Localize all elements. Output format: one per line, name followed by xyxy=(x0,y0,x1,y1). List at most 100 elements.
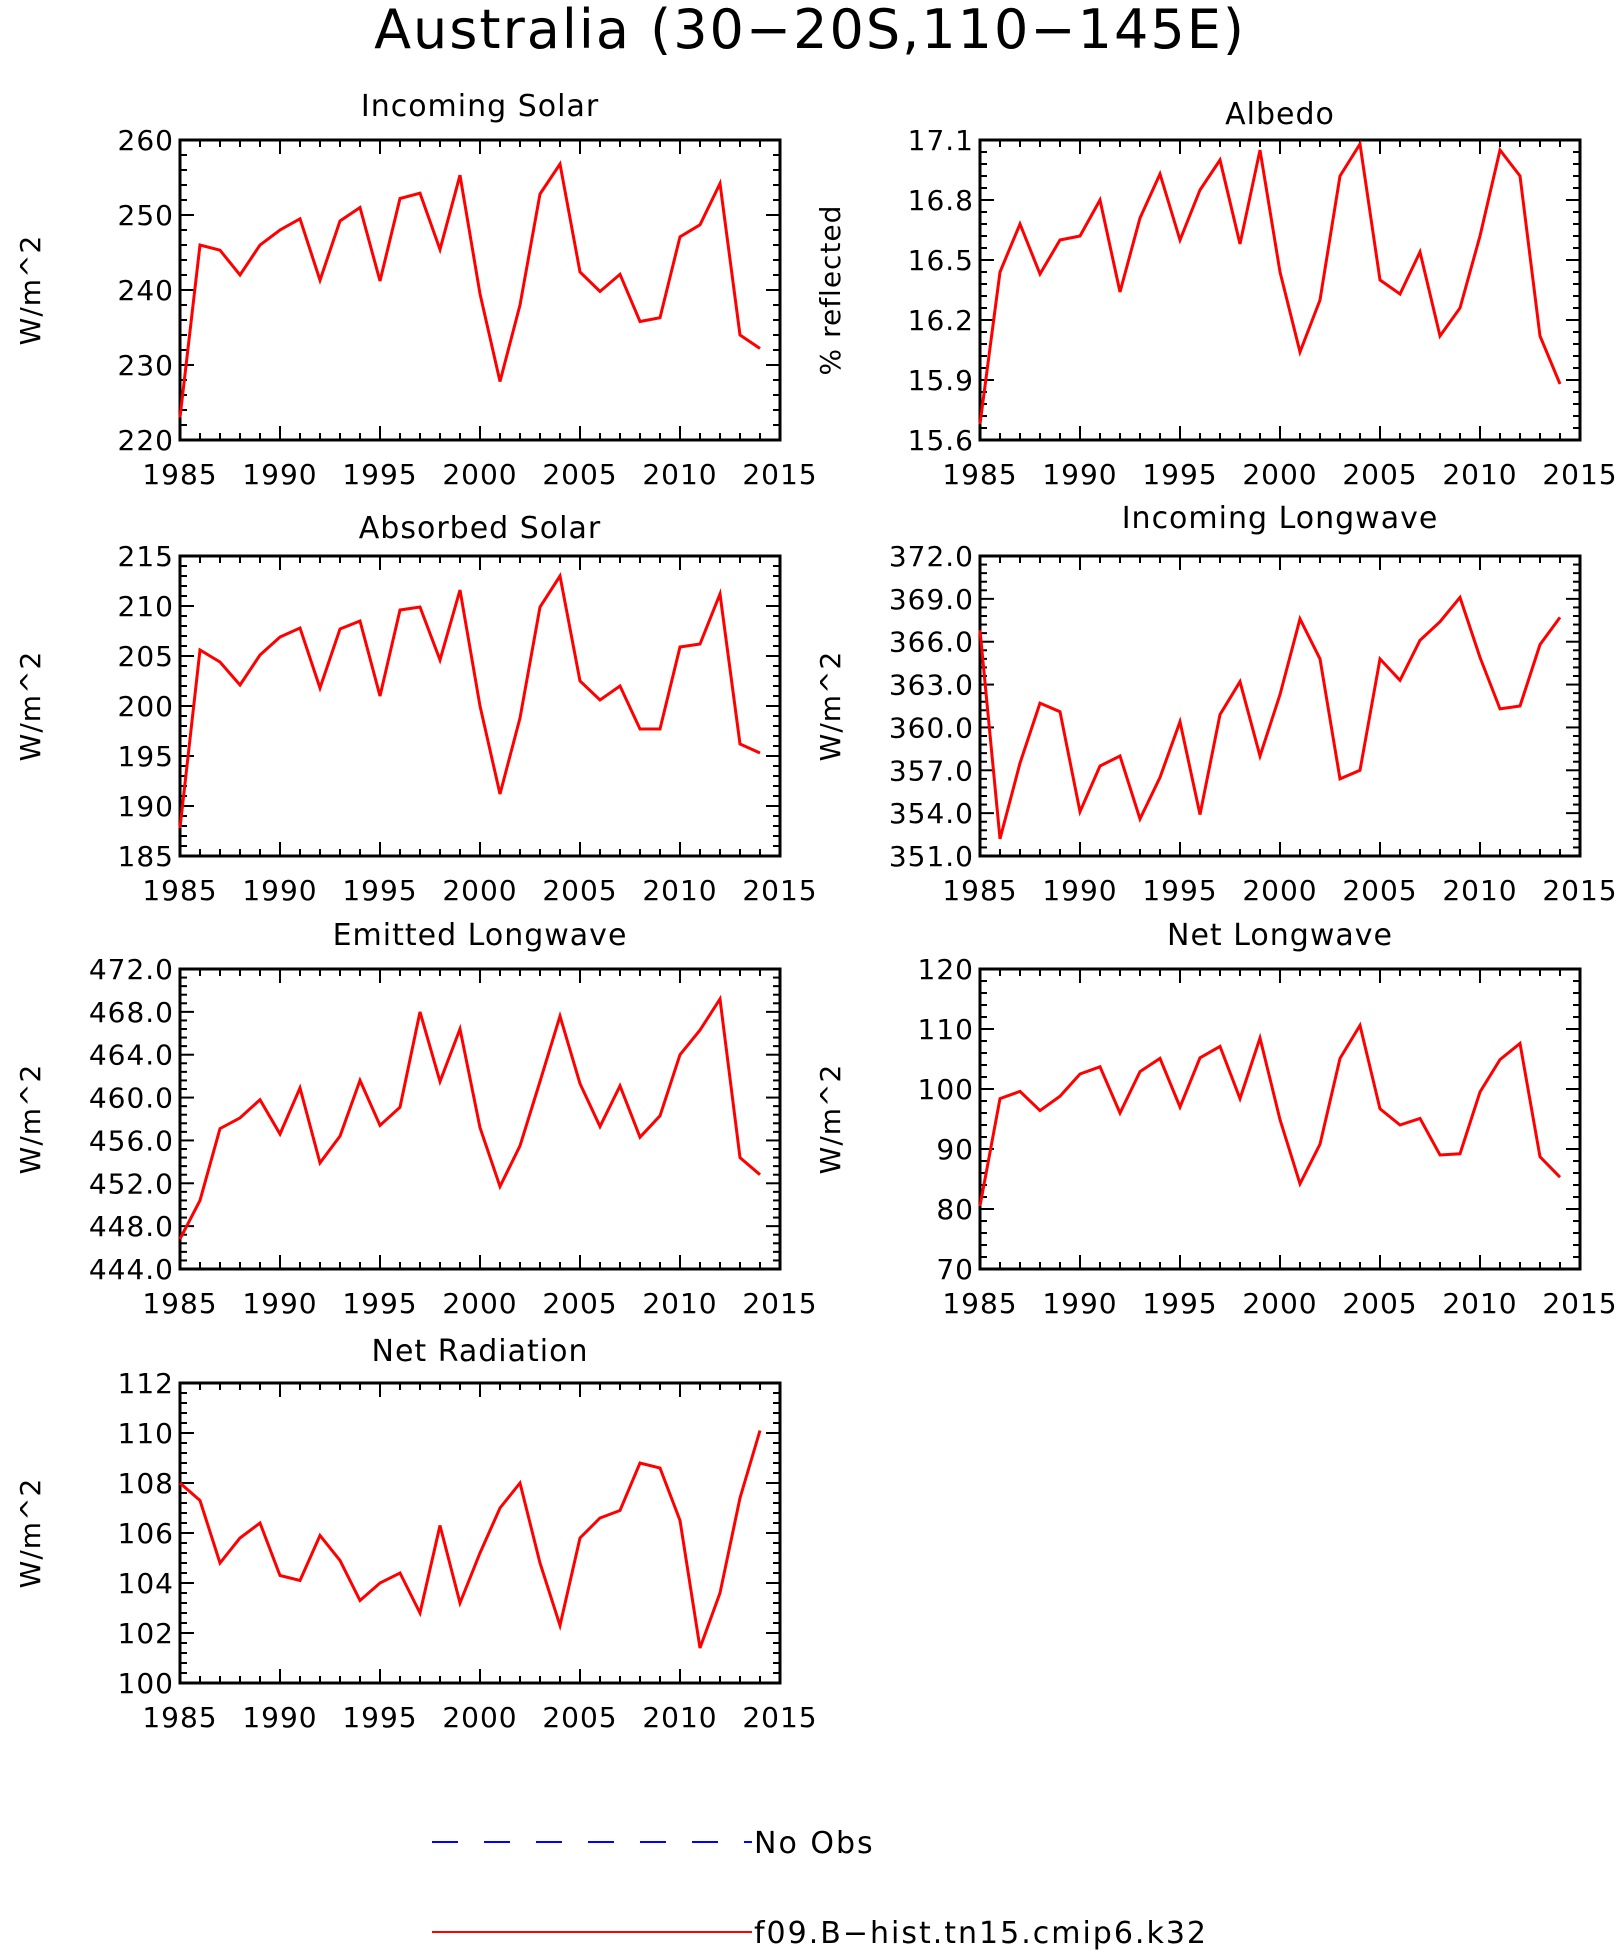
x-tick-label: 2010 xyxy=(642,1701,717,1734)
y-axis-label: W/m^2 xyxy=(814,1064,847,1175)
y-tick-label: 195 xyxy=(118,740,174,773)
x-tick-label: 1990 xyxy=(242,458,317,491)
y-tick-label: 240 xyxy=(118,274,174,307)
y-tick-label: 472.0 xyxy=(89,953,174,986)
y-tick-label: 16.8 xyxy=(908,184,974,217)
x-tick-label: 2000 xyxy=(442,1701,517,1734)
x-tick-label: 1995 xyxy=(342,874,417,907)
y-tick-label: 15.9 xyxy=(908,364,974,397)
y-axis-label: W/m^2 xyxy=(14,651,47,762)
x-tick-label: 2000 xyxy=(442,874,517,907)
y-tick-label: 363.0 xyxy=(889,669,974,702)
plot-frame xyxy=(178,1381,782,1685)
y-tick-label: 460.0 xyxy=(89,1082,174,1115)
panel-6: 1985 1990 1995 2000 2005 2010 2015 100 102 104 106… xyxy=(14,1334,817,1734)
legend-label-model: f09.B−hist.tn15.cmip6.k32 xyxy=(754,1916,1208,1950)
y-tick-label: 464.0 xyxy=(89,1039,174,1072)
x-tick-label: 1985 xyxy=(942,458,1017,491)
y-tick-label: 230 xyxy=(118,349,174,382)
x-tick-label: 1995 xyxy=(1142,1287,1217,1320)
y-tick-label: 354.0 xyxy=(889,797,974,830)
y-tick-label: 444.0 xyxy=(89,1253,174,1286)
y-axis-label: W/m^2 xyxy=(14,1064,47,1175)
x-tick-label: 1990 xyxy=(242,1701,317,1734)
series-line-0 xyxy=(178,572,761,829)
y-tick-label: 90 xyxy=(936,1133,974,1166)
y-tick-label: 260 xyxy=(118,124,174,157)
x-tick-label: 2015 xyxy=(1542,874,1617,907)
series-line-0 xyxy=(178,160,761,418)
series-line-0 xyxy=(978,1021,1562,1207)
x-tick-label: 1995 xyxy=(342,1701,417,1734)
x-tick-label: 2015 xyxy=(742,458,817,491)
y-tick-label: 110 xyxy=(918,1013,974,1046)
legend-label-no-obs: No Obs xyxy=(754,1826,875,1861)
x-tick-label: 2015 xyxy=(742,1287,817,1320)
y-tick-label: 250 xyxy=(118,199,174,232)
y-tick-label: 452.0 xyxy=(89,1167,174,1200)
y-tick-label: 102 xyxy=(118,1617,174,1650)
panel-2: 1985 1990 1995 2000 2005 2010 2015 185 190 195 200… xyxy=(14,511,817,907)
x-tick-label: 2015 xyxy=(742,1701,817,1734)
y-tick-label: 351.0 xyxy=(889,840,974,873)
y-tick-label: 456.0 xyxy=(89,1124,174,1157)
y-axis-label: % reflected xyxy=(814,205,847,376)
x-tick-label: 2010 xyxy=(1442,1287,1517,1320)
y-tick-label: 80 xyxy=(936,1193,974,1226)
panel-title: Albedo xyxy=(1225,97,1335,132)
y-tick-label: 369.0 xyxy=(889,583,974,616)
y-tick-label: 360.0 xyxy=(889,711,974,744)
plot-frame xyxy=(978,138,1582,442)
x-tick-label: 2000 xyxy=(442,1287,517,1320)
x-tick-label: 2010 xyxy=(642,458,717,491)
y-tick-label: 200 xyxy=(118,690,174,723)
panel-5: 1985 1990 1995 2000 2005 2010 2015 70 80 90 100 110… xyxy=(814,918,1617,1320)
panel-4: 1985 1990 1995 2000 2005 2010 2015 444.0 448.0 45… xyxy=(14,918,817,1320)
panel-title: Incoming Solar xyxy=(361,89,599,124)
y-tick-label: 210 xyxy=(118,590,174,623)
x-tick-label: 1995 xyxy=(342,1287,417,1320)
plot-frame xyxy=(978,554,1582,858)
x-tick-label: 1995 xyxy=(1142,874,1217,907)
series-line-0 xyxy=(178,994,761,1240)
panel-title: Emitted Longwave xyxy=(333,918,628,953)
x-tick-label: 2005 xyxy=(1342,1287,1417,1320)
x-tick-label: 1985 xyxy=(142,458,217,491)
series-line-0 xyxy=(179,1430,762,1649)
y-tick-label: 185 xyxy=(118,840,174,873)
y-tick-label: 366.0 xyxy=(889,626,974,659)
y-tick-label: 108 xyxy=(118,1467,174,1500)
panel-0: 1985 1990 1995 2000 2005 2010 2015 220 230 240 250… xyxy=(14,89,817,491)
figure-title: Australia (30−20S,110−145E) xyxy=(374,0,1246,61)
y-tick-label: 110 xyxy=(118,1417,174,1450)
x-tick-label: 1990 xyxy=(1042,1287,1117,1320)
y-axis-label: W/m^2 xyxy=(14,1478,47,1589)
x-tick-label: 1990 xyxy=(242,1287,317,1320)
y-tick-label: 15.6 xyxy=(908,424,974,457)
panels: 1985 1990 1995 2000 2005 2010 2015 220 230 240 250… xyxy=(14,89,1617,1734)
y-tick-label: 17.1 xyxy=(908,124,974,157)
y-axis-label: W/m^2 xyxy=(814,651,847,762)
x-tick-label: 2015 xyxy=(1542,1287,1617,1320)
y-tick-label: 100 xyxy=(918,1073,974,1106)
y-tick-label: 16.5 xyxy=(908,244,974,277)
x-tick-label: 2010 xyxy=(1442,874,1517,907)
y-tick-label: 120 xyxy=(918,953,974,986)
y-tick-label: 215 xyxy=(118,540,174,573)
x-tick-label: 2005 xyxy=(542,1701,617,1734)
y-tick-label: 112 xyxy=(118,1367,174,1400)
x-tick-label: 2005 xyxy=(542,1287,617,1320)
panel-title: Net Radiation xyxy=(372,1334,589,1369)
x-tick-label: 1985 xyxy=(142,1287,217,1320)
x-tick-label: 2015 xyxy=(742,874,817,907)
panel-1: 1985 1990 1995 2000 2005 2010 2015 15.6 15.9 16.2… xyxy=(814,97,1617,491)
legend: No Obs f09.B−hist.tn15.cmip6.k32 xyxy=(432,1826,1208,1950)
panel-title: Incoming Longwave xyxy=(1122,501,1439,536)
x-tick-label: 1990 xyxy=(242,874,317,907)
y-tick-label: 372.0 xyxy=(889,540,974,573)
x-tick-label: 1995 xyxy=(1142,458,1217,491)
y-tick-label: 16.2 xyxy=(908,304,974,337)
y-tick-label: 106 xyxy=(118,1517,174,1550)
y-tick-label: 220 xyxy=(118,424,174,457)
